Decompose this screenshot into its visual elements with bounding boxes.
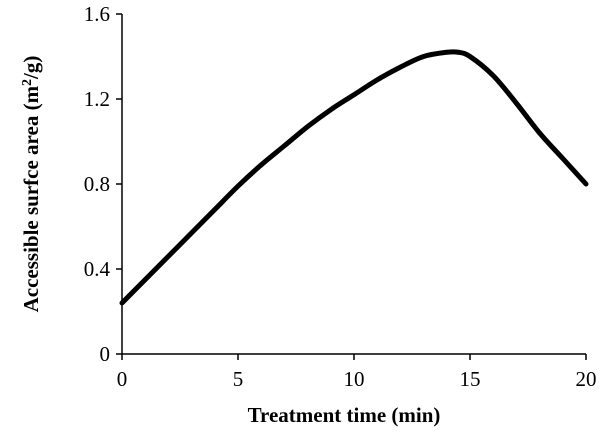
- y-axis-title-main: Accessible surfce area (m: [19, 85, 43, 312]
- axes: [121, 14, 586, 355]
- y-tick-label: 0: [100, 342, 111, 366]
- y-tick-label: 0.4: [84, 257, 111, 281]
- series-line: [119, 49, 589, 306]
- x-tick-label: 10: [344, 367, 365, 391]
- y-ticks: 0 0.4 0.8 1.2 1.6: [84, 2, 122, 366]
- x-tick-label: 5: [233, 367, 244, 391]
- x-tick-label: 0: [117, 367, 128, 391]
- y-tick-label: 1.6: [84, 2, 110, 26]
- y-axis-title-sup: 2: [20, 79, 35, 86]
- y-axis-title: Accessible surfce area (m2/g): [19, 56, 43, 313]
- series-layer: [119, 49, 589, 306]
- y-axis-title-tail: /g): [19, 56, 43, 80]
- x-ticks: 0 5 10 15 20: [117, 354, 597, 391]
- x-axis-title: Treatment time (min): [248, 403, 441, 427]
- y-tick-label: 1.2: [84, 87, 110, 111]
- x-tick-label: 20: [576, 367, 597, 391]
- y-tick-label: 0.8: [84, 172, 110, 196]
- x-tick-label: 15: [460, 367, 481, 391]
